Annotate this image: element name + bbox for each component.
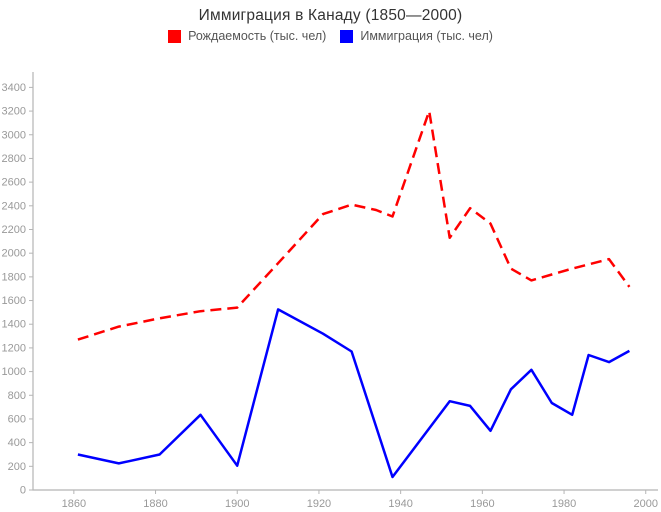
y-axis-tick-label: 0 xyxy=(20,485,26,497)
x-axis-tick-label: 1920 xyxy=(307,498,331,510)
axis-lines xyxy=(32,72,658,491)
y-axis-tick-label: 2400 xyxy=(2,200,26,212)
x-axis-tick-label: 1960 xyxy=(470,498,494,510)
legend-item-immigration[interactable]: Иммиграция (тыс. чел) xyxy=(340,29,493,43)
x-axis-tick-label: 2000 xyxy=(634,498,658,510)
y-axis-tick-label: 1600 xyxy=(2,295,26,307)
y-axis-tick-label: 1400 xyxy=(2,319,26,331)
chart-title: Иммиграция в Канаду (1850—2000) xyxy=(198,7,463,24)
y-axis-tick-label: 600 xyxy=(8,413,26,425)
y-axis-tick-label: 1200 xyxy=(2,342,26,354)
y-axis-tick-label: 2200 xyxy=(2,224,26,236)
chart-legend: Рождаемость (тыс. чел) Иммиграция (тыс. … xyxy=(0,29,661,43)
x-axis-tick-label: 1880 xyxy=(143,498,167,510)
birth-rate-legend-label: Рождаемость (тыс. чел) xyxy=(188,29,327,43)
x-axis-tick-label: 1860 xyxy=(62,498,86,510)
y-axis-tick-label: 1800 xyxy=(2,271,26,283)
y-axis-tick-label: 200 xyxy=(8,461,26,473)
x-axis-tick-label: 1900 xyxy=(225,498,249,510)
immigration-line xyxy=(77,308,631,479)
immigration-swatch-icon xyxy=(340,29,354,43)
y-axis-tick-label: 1000 xyxy=(2,366,26,378)
y-axis-tick-label: 3000 xyxy=(2,129,26,141)
legend-item-birth-rate[interactable]: Рождаемость (тыс. чел) xyxy=(168,29,326,43)
y-axis-tick-label: 2800 xyxy=(2,153,26,165)
y-axis-tick-label: 3400 xyxy=(2,82,26,94)
y-axis-tick-label: 3200 xyxy=(2,106,26,118)
x-axis-tick-label: 1940 xyxy=(388,498,412,510)
birth-rate-swatch-icon xyxy=(168,29,182,43)
x-axis-tick-label: 1980 xyxy=(552,498,576,510)
y-axis-tick-label: 400 xyxy=(8,437,26,449)
y-axis-tick-label: 800 xyxy=(8,390,26,402)
y-axis-tick-label: 2000 xyxy=(2,248,26,260)
birth-rate-line xyxy=(77,109,631,341)
y-axis-tick-label: 2600 xyxy=(2,177,26,189)
immigration-legend-label: Иммиграция (тыс. чел) xyxy=(360,29,493,43)
